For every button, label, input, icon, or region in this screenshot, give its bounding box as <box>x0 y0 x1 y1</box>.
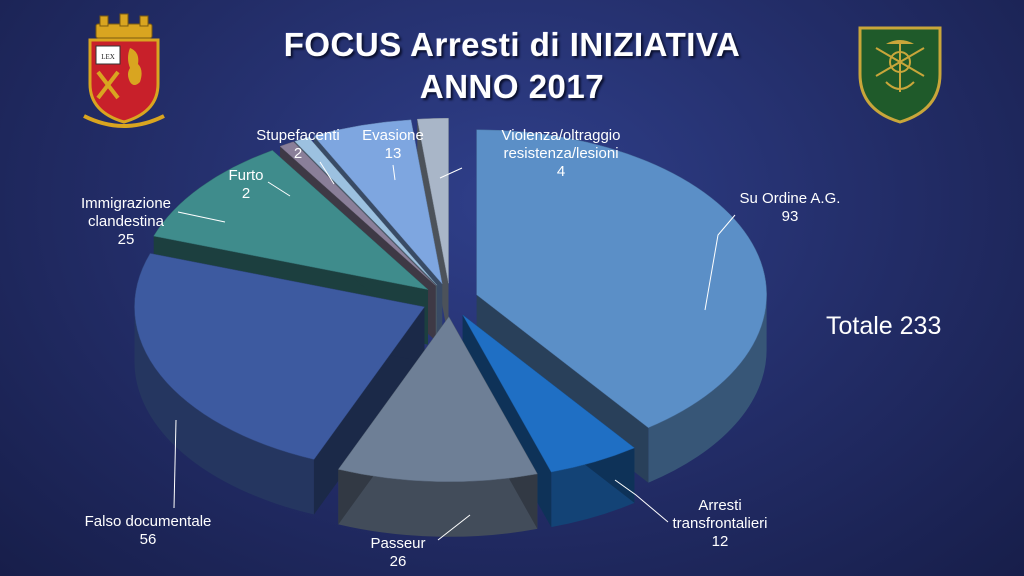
leader-line-su-ordine-a-g <box>704 214 736 311</box>
data-label-immigrazione-clandestina-2: 25 <box>118 231 135 248</box>
pie-slice-arresti-transfrontalieri <box>462 314 635 473</box>
data-label-violenza-oltraggio-resistenza-lesioni-0: Violenza/oltraggio <box>502 127 621 144</box>
leader-line-furto <box>267 181 291 197</box>
pie-wall-su-ordine-a-g <box>648 294 767 483</box>
data-label-passeur-0: Passeur <box>370 535 425 552</box>
leader-line-passeur <box>437 514 471 541</box>
leader-line-stupefacenti <box>319 161 335 185</box>
pie-slice-violenza-oltraggio-resistenza-lesioni <box>416 117 449 284</box>
pie-slice-evasione <box>313 119 443 285</box>
leader-line-arresti-transfrontalieri <box>614 479 669 523</box>
leader-line-immigrazione-clandestina <box>177 211 226 223</box>
data-label-falso-documentale-0: Falso documentale <box>85 513 212 530</box>
polizia-frontiera-logo <box>858 26 942 124</box>
pie-slice-su-ordine-a-g <box>476 129 767 429</box>
data-label-su-ordine-a-g-0: Su Ordine A.G. <box>740 190 841 207</box>
chart-title-line-2: ANNO 2017 <box>419 68 605 105</box>
data-label-evasione-0: Evasione <box>362 127 424 144</box>
pie-slice-furto <box>279 141 436 286</box>
chart-title-line-1: FOCUS Arresti di INIZIATIVA <box>283 26 741 63</box>
pie-wall-passeur <box>338 469 538 537</box>
polizia-crest-logo: LEX <box>83 13 165 128</box>
data-label-violenza-oltraggio-resistenza-lesioni-1: resistenza/lesioni <box>503 145 618 162</box>
data-label-evasione-1: 13 <box>385 145 402 162</box>
total-label: Totale 233 <box>826 312 942 340</box>
data-label-arresti-transfrontalieri-2: 12 <box>712 533 729 550</box>
data-label-stupefacenti-1: 2 <box>294 145 302 162</box>
pie-wall-falso-documentale <box>134 306 314 515</box>
data-label-su-ordine-a-g-1: 93 <box>782 208 799 225</box>
data-label-arresti-transfrontalieri-0: Arresti <box>698 497 741 514</box>
leader-line-violenza-oltraggio-resistenza-lesioni <box>439 167 463 179</box>
pie-slice-stupefacenti <box>294 136 438 286</box>
data-label-stupefacenti-0: Stupefacenti <box>256 127 339 144</box>
pie-slice-passeur <box>337 316 538 483</box>
data-label-furto-0: Furto <box>228 167 263 184</box>
data-label-passeur-1: 26 <box>390 553 407 570</box>
data-label-immigrazione-clandestina-1: clandestina <box>88 213 165 230</box>
pie-cut-falso-documentale-0 <box>313 306 425 515</box>
pie-slice-falso-documentale <box>134 253 425 460</box>
data-label-arresti-transfrontalieri-1: transfrontalieri <box>672 515 767 532</box>
data-label-falso-documentale-1: 56 <box>140 531 157 548</box>
pie-slice-immigrazione-clandestina <box>153 150 429 291</box>
crest-lex-text: LEX <box>101 53 115 61</box>
leader-line-evasione <box>392 164 396 181</box>
data-label-furto-1: 2 <box>242 185 250 202</box>
leader-line-falso-documentale <box>173 419 177 509</box>
data-label-violenza-oltraggio-resistenza-lesioni-2: 4 <box>557 163 565 180</box>
data-label-immigrazione-clandestina-0: Immigrazione <box>81 195 171 212</box>
